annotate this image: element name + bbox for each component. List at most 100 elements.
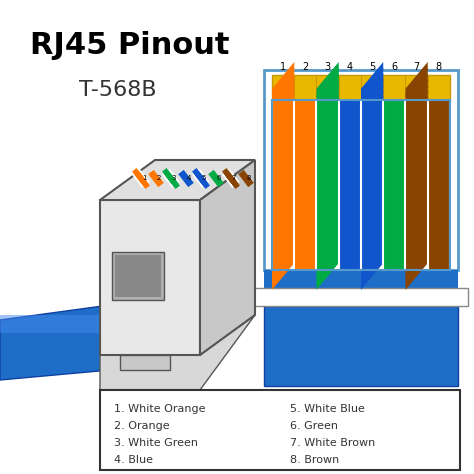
Polygon shape bbox=[272, 158, 294, 193]
Polygon shape bbox=[317, 141, 339, 176]
Text: 8: 8 bbox=[247, 175, 251, 181]
Polygon shape bbox=[272, 164, 294, 199]
Polygon shape bbox=[272, 220, 294, 256]
Polygon shape bbox=[272, 210, 294, 245]
Text: 4. Blue: 4. Blue bbox=[114, 455, 153, 465]
Polygon shape bbox=[317, 107, 339, 143]
Polygon shape bbox=[361, 249, 383, 284]
Polygon shape bbox=[272, 130, 294, 165]
Polygon shape bbox=[361, 232, 383, 267]
Polygon shape bbox=[0, 305, 110, 380]
Text: 6: 6 bbox=[392, 62, 397, 72]
Polygon shape bbox=[405, 170, 428, 205]
Text: 8: 8 bbox=[436, 62, 442, 72]
Polygon shape bbox=[317, 181, 339, 216]
Text: 4: 4 bbox=[187, 175, 191, 181]
Polygon shape bbox=[405, 215, 428, 250]
Polygon shape bbox=[361, 181, 383, 216]
Text: 1: 1 bbox=[280, 62, 286, 72]
Polygon shape bbox=[405, 101, 428, 137]
Polygon shape bbox=[272, 215, 294, 250]
Polygon shape bbox=[405, 187, 428, 222]
Polygon shape bbox=[317, 85, 339, 120]
Polygon shape bbox=[405, 141, 428, 176]
Polygon shape bbox=[405, 220, 428, 256]
Polygon shape bbox=[317, 101, 339, 137]
Polygon shape bbox=[361, 91, 383, 126]
Polygon shape bbox=[317, 147, 339, 182]
Text: 6. Green: 6. Green bbox=[290, 421, 338, 431]
Bar bbox=[383, 100, 405, 270]
Polygon shape bbox=[405, 226, 428, 262]
Polygon shape bbox=[272, 124, 294, 159]
Polygon shape bbox=[405, 113, 428, 148]
Bar bbox=[428, 100, 450, 270]
Polygon shape bbox=[361, 255, 383, 290]
Polygon shape bbox=[361, 79, 383, 114]
Text: 3: 3 bbox=[172, 175, 176, 181]
Polygon shape bbox=[361, 113, 383, 148]
Polygon shape bbox=[405, 147, 428, 182]
Text: T-568B: T-568B bbox=[79, 80, 157, 100]
Polygon shape bbox=[272, 68, 294, 103]
Polygon shape bbox=[405, 181, 428, 216]
Text: 2: 2 bbox=[157, 175, 161, 181]
Polygon shape bbox=[317, 124, 339, 159]
Polygon shape bbox=[317, 215, 339, 250]
Polygon shape bbox=[405, 68, 428, 103]
Bar bbox=[317, 100, 339, 270]
Text: 8. Brown: 8. Brown bbox=[290, 455, 339, 465]
Polygon shape bbox=[317, 243, 339, 279]
Polygon shape bbox=[361, 192, 383, 228]
Polygon shape bbox=[405, 130, 428, 165]
Polygon shape bbox=[317, 118, 339, 154]
Polygon shape bbox=[272, 91, 294, 126]
Text: 7: 7 bbox=[413, 62, 420, 72]
Polygon shape bbox=[361, 130, 383, 165]
Polygon shape bbox=[272, 85, 294, 120]
Polygon shape bbox=[361, 62, 383, 97]
Text: 5. White Blue: 5. White Blue bbox=[290, 404, 365, 414]
Polygon shape bbox=[272, 96, 294, 131]
Text: 3. White Green: 3. White Green bbox=[114, 438, 198, 448]
Polygon shape bbox=[120, 355, 170, 370]
Polygon shape bbox=[272, 237, 294, 273]
Polygon shape bbox=[361, 68, 383, 103]
Polygon shape bbox=[317, 130, 339, 165]
Polygon shape bbox=[317, 187, 339, 222]
Polygon shape bbox=[361, 210, 383, 245]
Polygon shape bbox=[361, 153, 383, 188]
Polygon shape bbox=[361, 170, 383, 205]
Polygon shape bbox=[272, 226, 294, 262]
Text: 1: 1 bbox=[142, 175, 146, 181]
Polygon shape bbox=[317, 170, 339, 205]
Bar bbox=[264, 270, 458, 288]
Bar bbox=[112, 252, 164, 300]
Bar bbox=[272, 100, 294, 270]
Polygon shape bbox=[272, 175, 294, 210]
Text: 1. White Orange: 1. White Orange bbox=[114, 404, 206, 414]
Polygon shape bbox=[361, 136, 383, 171]
Polygon shape bbox=[317, 68, 339, 103]
Polygon shape bbox=[361, 237, 383, 273]
Bar bbox=[272, 75, 450, 100]
Polygon shape bbox=[272, 101, 294, 137]
Polygon shape bbox=[272, 107, 294, 143]
Polygon shape bbox=[317, 210, 339, 245]
Polygon shape bbox=[272, 113, 294, 148]
Bar bbox=[264, 70, 458, 270]
Polygon shape bbox=[100, 315, 255, 390]
Polygon shape bbox=[361, 96, 383, 131]
Polygon shape bbox=[405, 249, 428, 284]
Polygon shape bbox=[200, 160, 255, 355]
Polygon shape bbox=[361, 147, 383, 182]
Text: 2. Orange: 2. Orange bbox=[114, 421, 170, 431]
Polygon shape bbox=[272, 198, 294, 233]
Polygon shape bbox=[405, 79, 428, 114]
Bar bbox=[272, 100, 450, 270]
Polygon shape bbox=[405, 204, 428, 239]
Polygon shape bbox=[317, 192, 339, 228]
Text: 4: 4 bbox=[347, 62, 353, 72]
Bar bbox=[339, 100, 361, 270]
Polygon shape bbox=[272, 73, 294, 109]
